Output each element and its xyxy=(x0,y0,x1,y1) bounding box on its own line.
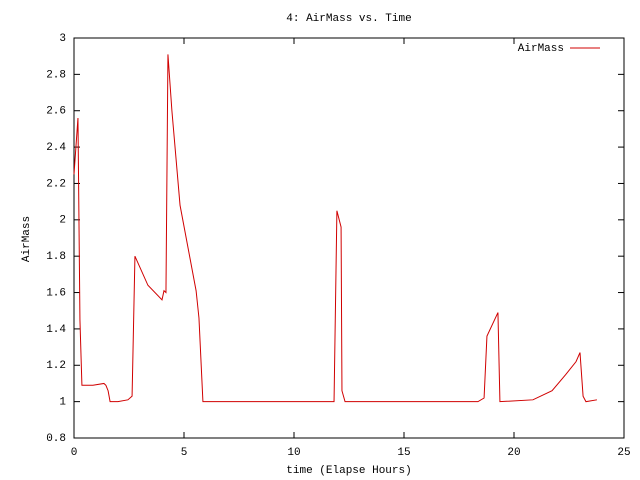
y-tick-label: 1.2 xyxy=(46,360,66,372)
x-tick-label: 15 xyxy=(397,447,410,459)
y-tick-label: 2.2 xyxy=(46,178,66,190)
chart-title: 4: AirMass vs. Time xyxy=(286,13,411,25)
x-tick-label: 5 xyxy=(181,447,188,459)
y-tick-label: 2.6 xyxy=(46,106,66,118)
x-axis-label: time (Elapse Hours) xyxy=(286,465,411,477)
x-tick-label: 0 xyxy=(71,447,78,459)
y-tick-label: 1.8 xyxy=(46,251,66,263)
y-tick-label: 2.8 xyxy=(46,69,66,81)
x-tick-label: 10 xyxy=(287,447,300,459)
y-tick-label: 1.6 xyxy=(46,287,66,299)
y-tick-label: 0.8 xyxy=(46,433,66,445)
data-line xyxy=(73,54,598,403)
x-tick-label: 25 xyxy=(617,447,630,459)
y-tick-label: 2 xyxy=(59,215,66,227)
legend-label: AirMass xyxy=(518,43,564,55)
y-tick-label: 3 xyxy=(59,33,66,45)
plot-border xyxy=(73,37,625,439)
y-axis-label: AirMass xyxy=(21,216,33,262)
x-tick-label: 20 xyxy=(507,447,520,459)
y-tick-label: 2.4 xyxy=(46,142,66,154)
y-tick-label: 1 xyxy=(59,397,66,409)
y-tick-label: 1.4 xyxy=(46,324,66,336)
